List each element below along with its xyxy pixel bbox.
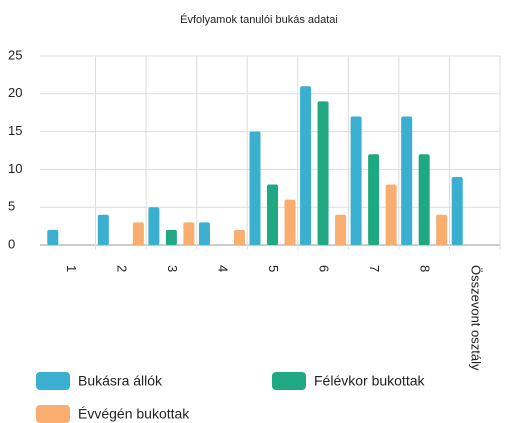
bar	[183, 222, 195, 245]
bar	[436, 214, 448, 245]
x-tick-label: Összevont osztály	[468, 265, 483, 371]
legend-swatch	[36, 372, 70, 390]
bar	[451, 176, 463, 245]
legend-label: Évvégén bukottak	[78, 406, 190, 422]
legend-label: Bukásra állók	[78, 373, 163, 389]
y-tick-label: 5	[8, 199, 15, 214]
y-tick-label: 25	[8, 47, 22, 62]
x-tick-label: 7	[367, 265, 382, 272]
bar	[47, 229, 59, 245]
bar	[233, 229, 245, 245]
bar	[267, 184, 278, 245]
bar	[284, 199, 296, 245]
bar	[350, 116, 362, 245]
bar	[165, 229, 177, 245]
x-tick-label: 1	[64, 265, 79, 272]
legend-swatch	[36, 405, 70, 423]
bar	[132, 222, 144, 245]
bar	[249, 131, 261, 245]
x-tick-label: 5	[266, 265, 281, 272]
chart-title: Évfolyamok tanulói bukás adatai	[180, 13, 338, 26]
x-tick-label: 3	[165, 265, 180, 272]
bar	[148, 207, 160, 245]
bar	[401, 116, 413, 245]
legend-label: Félévkor bukottak	[314, 373, 425, 389]
bar	[97, 214, 109, 245]
x-tick-label: 2	[114, 265, 129, 272]
x-tick-label: 8	[418, 265, 433, 272]
y-tick-label: 10	[8, 161, 22, 176]
y-tick-label: 20	[8, 85, 22, 100]
bar	[300, 86, 312, 246]
bar	[385, 184, 397, 245]
y-tick-label: 15	[8, 123, 22, 138]
legend-swatch	[272, 372, 306, 390]
x-tick-label: 6	[317, 265, 332, 272]
y-tick-label: 0	[8, 236, 15, 251]
bar	[335, 214, 347, 245]
x-tick-label: 4	[216, 265, 231, 272]
bar	[418, 154, 430, 245]
bar	[198, 222, 210, 245]
bar	[317, 101, 329, 245]
bar	[368, 154, 380, 245]
